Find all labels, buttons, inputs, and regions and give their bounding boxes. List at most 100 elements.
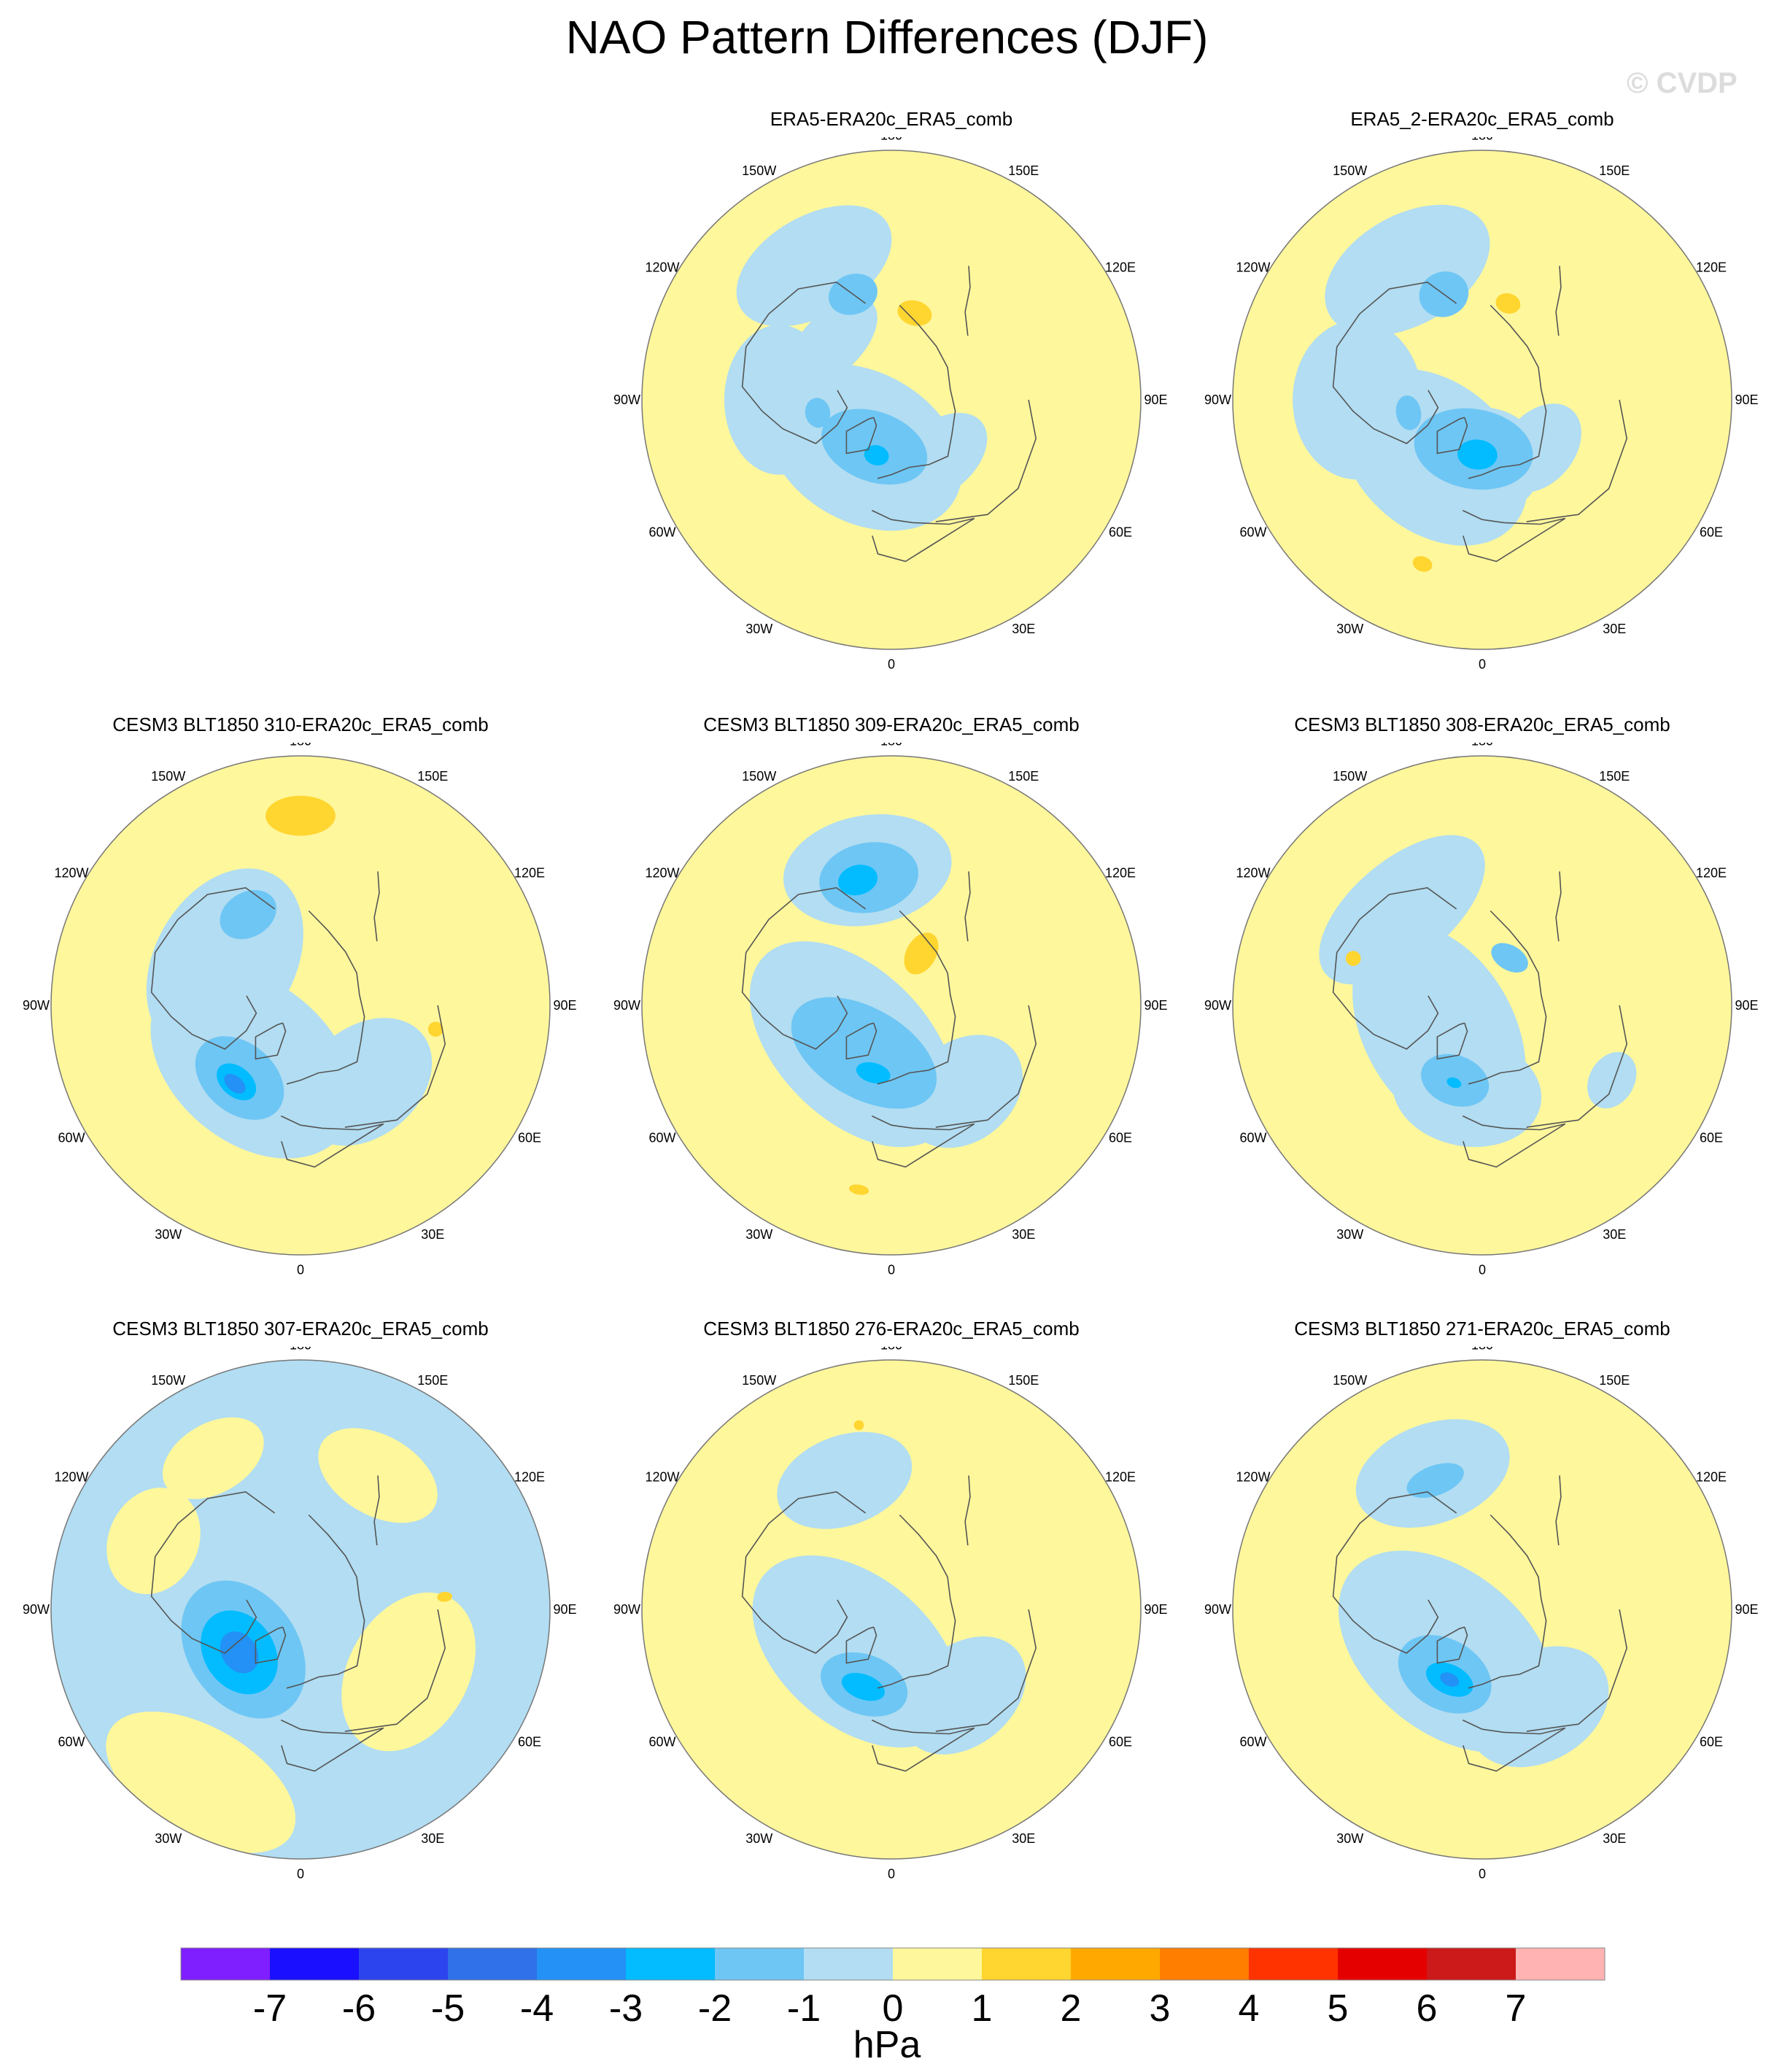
lon-label: 120W bbox=[1236, 866, 1270, 881]
map-panel-2: ERA5_2-ERA20c_ERA5_comb 180 150E 120E 90E 60… bbox=[1190, 108, 1774, 692]
coastline bbox=[935, 1005, 1037, 1128]
lon-label: 180 bbox=[1471, 743, 1493, 749]
polar-map: 180 150E 120E 90E 60E 30E 0 30W 60W 90W 120W 150W bbox=[613, 743, 1168, 1277]
panel-title: ERA5-ERA20c_ERA5_comb bbox=[770, 108, 1013, 130]
lon-label: 90E bbox=[1735, 1602, 1758, 1617]
lon-label: 30E bbox=[1012, 1831, 1035, 1846]
contour-fill bbox=[1233, 150, 1732, 649]
lon-label: 90W bbox=[613, 998, 640, 1013]
lon-label: 60W bbox=[648, 1734, 675, 1749]
contour-region--2 bbox=[1491, 943, 1528, 973]
lon-label: 90W bbox=[23, 1602, 50, 1617]
lon-label: 90E bbox=[553, 998, 576, 1013]
lon-label: 180 bbox=[880, 743, 902, 749]
contour-region-1 bbox=[437, 1591, 452, 1602]
lon-label: 30W bbox=[745, 622, 772, 636]
lon-label: 90W bbox=[1204, 1602, 1231, 1617]
contour-region-1 bbox=[1345, 951, 1361, 967]
map-panel-3: CESM3 BLT1850 310-ERA20c_ERA5_comb 180 15… bbox=[9, 714, 592, 1297]
coastline bbox=[845, 1022, 878, 1060]
colorbar-box bbox=[982, 1948, 1071, 1980]
colorbar-tick-label: -7 bbox=[253, 1987, 287, 2030]
colorbar-tick-label: -4 bbox=[520, 1987, 554, 2030]
lon-label: 180 bbox=[880, 1347, 902, 1353]
contour-region-1 bbox=[848, 1184, 869, 1195]
lon-label: 0 bbox=[888, 657, 895, 672]
contour-region-0 bbox=[106, 1488, 201, 1595]
lon-label: 60E bbox=[518, 1734, 541, 1749]
lon-label: 150E bbox=[1008, 1373, 1039, 1388]
colorbar-tick-label: 7 bbox=[1506, 1987, 1527, 2030]
map-panel-7: CESM3 BLT1850 276-ERA20c_ERA5_comb 180 15… bbox=[600, 1318, 1183, 1901]
colorbar-frame bbox=[180, 1947, 1605, 1981]
map-boundary bbox=[50, 755, 551, 1256]
coastline bbox=[255, 1022, 287, 1060]
lon-label: 150E bbox=[1599, 769, 1630, 784]
coastline bbox=[741, 1491, 867, 1654]
contour-region--4 bbox=[220, 1631, 259, 1674]
map-boundary bbox=[50, 1359, 551, 1860]
lon-label: 120W bbox=[645, 866, 679, 881]
colorbar-units: hPa bbox=[853, 2024, 921, 2066]
lon-label: 90E bbox=[1735, 998, 1758, 1013]
colorbar-box bbox=[181, 1948, 270, 1980]
polar-map: 180 150E 120E 90E 60E 30E 0 30W 60W 90W 120W 150W bbox=[23, 1347, 577, 1882]
colorbar-box bbox=[715, 1948, 804, 1980]
lon-label: 30W bbox=[745, 1227, 772, 1242]
panel-title: CESM3 BLT1850 310-ERA20c_ERA5_comb bbox=[112, 714, 489, 735]
contour-region--3 bbox=[864, 445, 889, 465]
map-panel-1: ERA5-ERA20c_ERA5_comb 180 150E 120E 90E 60E 3… bbox=[600, 108, 1183, 692]
contour-region--1 bbox=[297, 1018, 433, 1146]
contour-region--1 bbox=[904, 1035, 1023, 1148]
coastline bbox=[1436, 417, 1468, 455]
lon-label: 150E bbox=[417, 769, 448, 784]
base-field bbox=[51, 1360, 550, 1859]
colorbar-box bbox=[1249, 1948, 1338, 1980]
lon-label: 90W bbox=[23, 998, 50, 1013]
polar-map: 180 150E 120E 90E 60E 30E 0 30W 60W 90W 120W 150W bbox=[1204, 743, 1759, 1277]
coastlines bbox=[741, 871, 1037, 1168]
lon-label: 150E bbox=[1008, 163, 1039, 178]
coastlines bbox=[741, 266, 1037, 563]
lon-label: 60E bbox=[1700, 1130, 1723, 1145]
coastline bbox=[1462, 509, 1566, 563]
lon-label: 60E bbox=[1109, 525, 1132, 539]
colorbar-box bbox=[270, 1948, 359, 1980]
contour-fill bbox=[1233, 756, 1732, 1255]
lon-label: 0 bbox=[1479, 1867, 1486, 1882]
coastline bbox=[1332, 281, 1457, 444]
lon-label: 150W bbox=[1333, 769, 1367, 784]
colorbar-box bbox=[448, 1948, 537, 1980]
colorbar-tick-label: 2 bbox=[1061, 1987, 1082, 2030]
lon-label: 150E bbox=[417, 1373, 448, 1388]
coastline bbox=[877, 910, 956, 1085]
contour-region--3 bbox=[841, 1672, 885, 1701]
contour-region--3 bbox=[1446, 1077, 1462, 1089]
contour-region--1 bbox=[1587, 1051, 1637, 1109]
lon-label: 150W bbox=[151, 1373, 185, 1388]
lon-label: 120E bbox=[1696, 260, 1727, 275]
lon-label: 30E bbox=[1012, 622, 1035, 636]
colorbar-tick-label: -1 bbox=[787, 1987, 821, 2030]
coastline bbox=[280, 1719, 384, 1772]
contour-fill bbox=[51, 1360, 550, 1859]
coastline bbox=[877, 304, 956, 479]
contour-region-1 bbox=[897, 300, 932, 326]
contour-region--4 bbox=[224, 1073, 246, 1094]
contour-region-1 bbox=[266, 795, 336, 836]
coastlines bbox=[1332, 1475, 1628, 1772]
lon-label: 180 bbox=[290, 743, 311, 749]
lon-label: 30W bbox=[1336, 622, 1363, 636]
lon-label: 0 bbox=[888, 1263, 895, 1277]
map-panel-5: CESM3 BLT1850 308-ERA20c_ERA5_comb 180 15… bbox=[1190, 714, 1774, 1297]
lon-label: 0 bbox=[297, 1867, 304, 1882]
map-panel-4: CESM3 BLT1850 309-ERA20c_ERA5_comb 180 15… bbox=[600, 714, 1183, 1297]
lon-label: 60W bbox=[58, 1734, 85, 1749]
colorbar-tick-label: 0 bbox=[883, 1987, 904, 2030]
lon-label: 120W bbox=[645, 1470, 679, 1485]
coastline bbox=[1468, 910, 1547, 1085]
lon-label: 30E bbox=[1603, 1227, 1626, 1242]
colorbar-box bbox=[359, 1948, 448, 1980]
polar-map: 180 150E 120E 90E 60E 30E 0 30W 60W 90W 120W 150W bbox=[613, 1347, 1168, 1882]
coastline bbox=[845, 1626, 878, 1664]
